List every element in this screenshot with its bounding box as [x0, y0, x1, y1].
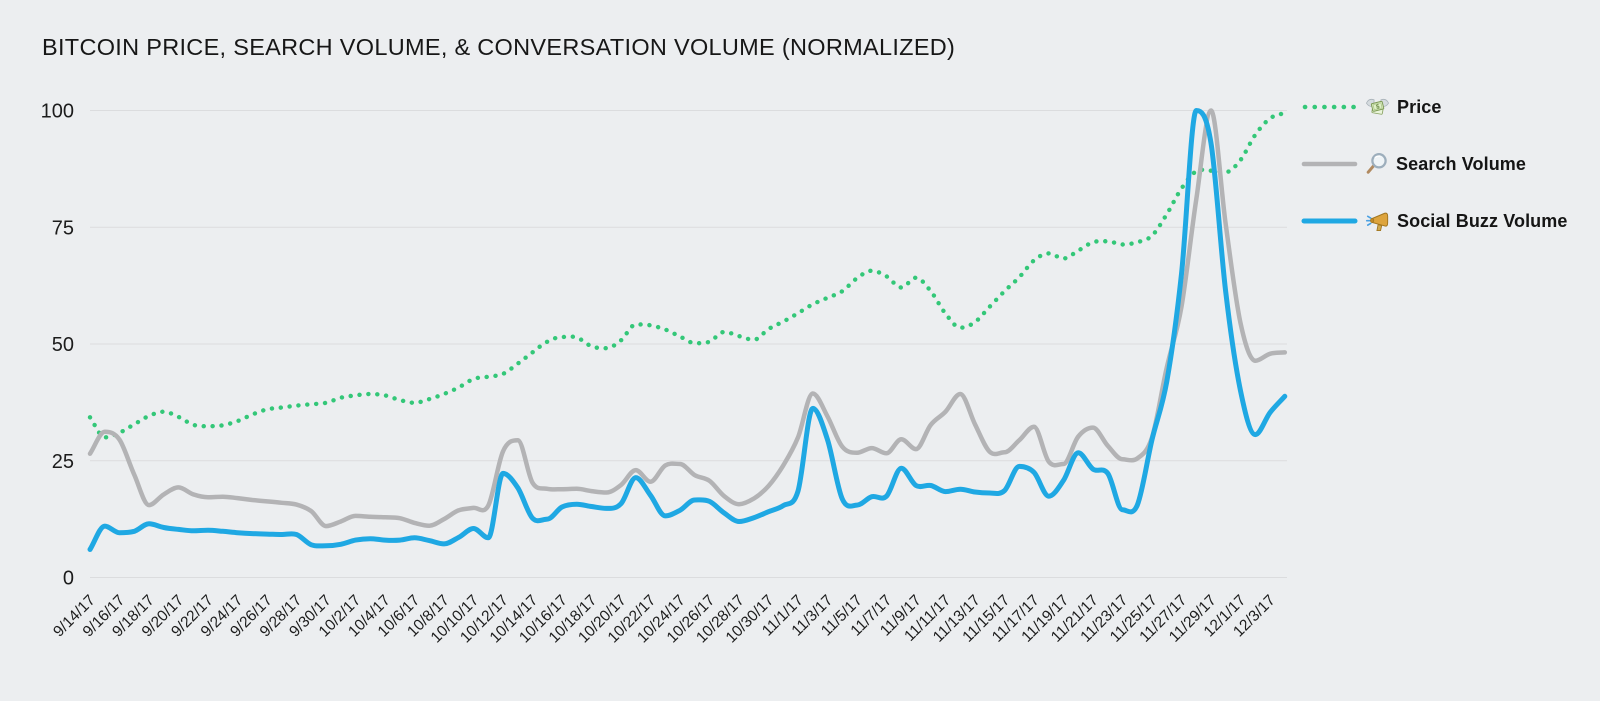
chart-title: BITCOIN PRICE, SEARCH VOLUME, & CONVERSA… [42, 34, 956, 60]
magnifying-glass-icon [1366, 153, 1387, 174]
megaphone-icon [1365, 212, 1389, 231]
y-axis-label-25: 25 [52, 451, 74, 473]
y-axis-label-0: 0 [63, 568, 74, 590]
legend-label-price: Price [1397, 96, 1442, 117]
legend-item-price: $ Price [1301, 95, 1568, 119]
series-line-search-volume [87, 108, 1288, 529]
y-axis-label-75: 75 [52, 217, 74, 239]
price-line-swatch [1302, 104, 1357, 110]
money-with-wings-icon: $ [1366, 98, 1389, 115]
series-line-price [87, 110, 1287, 440]
svg-text:$: $ [1375, 103, 1381, 111]
legend-label-search-volume: Search Volume [1396, 153, 1527, 174]
series-line-social-buzz-volume [87, 108, 1288, 552]
legend-item-social-buzz-volume: Social Buzz Volume [1301, 209, 1568, 233]
chart-legend: $ Price Search Volume [1301, 95, 1568, 233]
social-line-swatch [1301, 218, 1358, 224]
legend-label-social-buzz-volume: Social Buzz Volume [1397, 210, 1568, 231]
search-line-swatch [1301, 161, 1358, 167]
legend-item-search-volume: Search Volume [1301, 152, 1568, 176]
y-axis-label-50: 50 [52, 334, 74, 356]
y-axis-label-100: 100 [41, 101, 74, 123]
